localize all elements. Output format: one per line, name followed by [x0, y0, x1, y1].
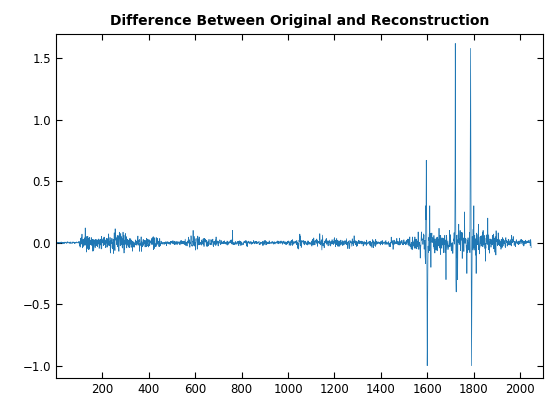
- Title: Difference Between Original and Reconstruction: Difference Between Original and Reconstr…: [110, 14, 489, 28]
